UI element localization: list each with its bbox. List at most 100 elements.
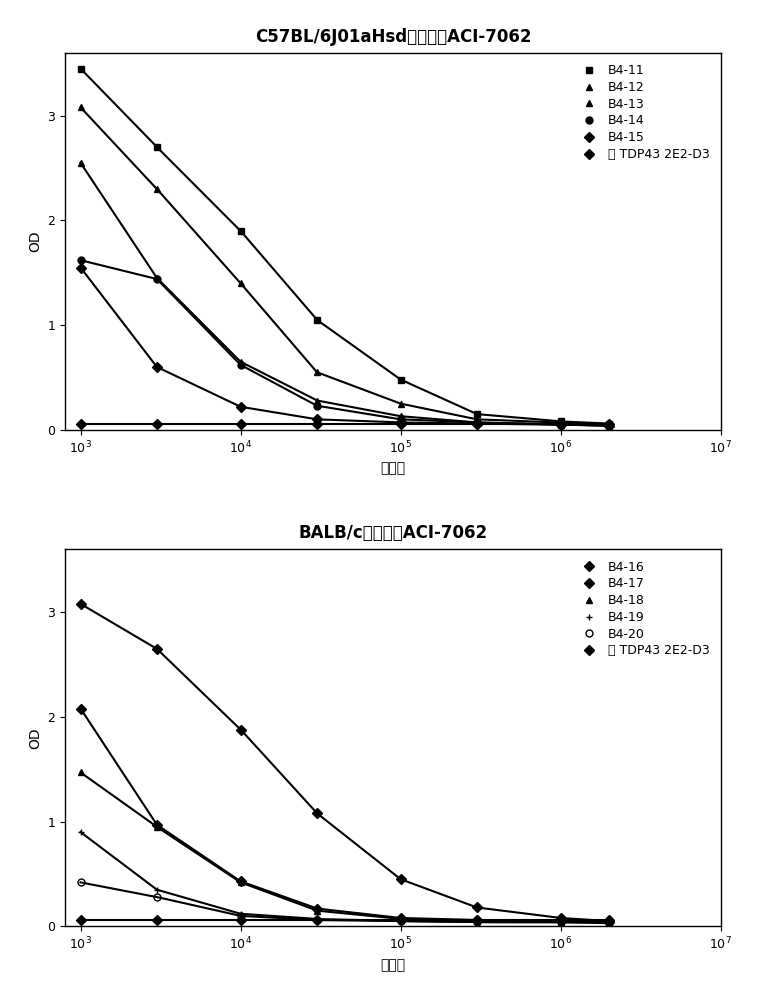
B4-11: [473, 408, 482, 420]
B4-15: [396, 416, 405, 428]
Line: B4-14: B4-14: [77, 257, 613, 429]
B4-15: [152, 361, 161, 373]
B4-20: [604, 917, 613, 929]
B4-12: [473, 413, 482, 425]
B4-12: [76, 101, 85, 113]
B4-11: [396, 374, 405, 386]
抗 TDP43 2E2-D3: [604, 418, 613, 430]
抗 TDP43 2E2-D3: [236, 914, 245, 926]
B4-14: [396, 413, 405, 425]
Legend: B4-11, B4-12, B4-13, B4-14, B4-15, 抗 TDP43 2E2-D3: B4-11, B4-12, B4-13, B4-14, B4-15, 抗 TDP…: [572, 59, 714, 166]
Y-axis label: OD: OD: [28, 231, 42, 252]
B4-18: [556, 916, 565, 928]
Legend: B4-16, B4-17, B4-18, B4-19, B4-20, 抗 TDP43 2E2-D3: B4-16, B4-17, B4-18, B4-19, B4-20, 抗 TDP…: [572, 556, 714, 662]
B4-17: [396, 912, 405, 924]
B4-12: [152, 183, 161, 195]
B4-18: [604, 916, 613, 928]
Line: B4-16: B4-16: [77, 600, 613, 925]
B4-13: [556, 419, 565, 431]
B4-14: [152, 273, 161, 285]
B4-18: [236, 876, 245, 888]
抗 TDP43 2E2-D3: [236, 418, 245, 430]
B4-19: [152, 884, 161, 896]
B4-11: [312, 314, 321, 326]
B4-17: [556, 915, 565, 927]
Line: B4-11: B4-11: [77, 65, 613, 427]
B4-12: [396, 398, 405, 410]
B4-19: [556, 916, 565, 928]
抗 TDP43 2E2-D3: [152, 914, 161, 926]
B4-19: [312, 913, 321, 925]
B4-16: [473, 901, 482, 913]
抗 TDP43 2E2-D3: [396, 914, 405, 926]
B4-14: [556, 419, 565, 431]
Title: C57BL/6J01aHsd小鼠中的ACI-7062: C57BL/6J01aHsd小鼠中的ACI-7062: [255, 28, 531, 46]
B4-16: [604, 915, 613, 927]
B4-15: [236, 401, 245, 413]
Title: BALB/c小鼠中的ACI-7062: BALB/c小鼠中的ACI-7062: [299, 524, 487, 542]
B4-14: [76, 254, 85, 266]
B4-17: [312, 903, 321, 915]
B4-13: [473, 416, 482, 428]
B4-11: [556, 415, 565, 427]
抗 TDP43 2E2-D3: [76, 418, 85, 430]
B4-17: [152, 819, 161, 831]
B4-11: [604, 418, 613, 430]
B4-13: [76, 157, 85, 169]
X-axis label: 稀释度: 稀释度: [380, 462, 406, 476]
抗 TDP43 2E2-D3: [396, 418, 405, 430]
B4-16: [556, 912, 565, 924]
B4-17: [604, 916, 613, 928]
B4-14: [312, 400, 321, 412]
抗 TDP43 2E2-D3: [473, 418, 482, 430]
B4-14: [604, 420, 613, 432]
B4-18: [473, 915, 482, 927]
Line: 抗 TDP43 2E2-D3: 抗 TDP43 2E2-D3: [77, 420, 613, 427]
Line: B4-19: B4-19: [77, 829, 613, 926]
B4-18: [396, 913, 405, 925]
B4-13: [236, 356, 245, 368]
B4-11: [152, 141, 161, 153]
B4-16: [312, 807, 321, 819]
B4-15: [473, 418, 482, 430]
Line: B4-18: B4-18: [77, 769, 613, 926]
B4-16: [76, 598, 85, 610]
Line: B4-13: B4-13: [77, 159, 613, 429]
B4-13: [604, 420, 613, 432]
抗 TDP43 2E2-D3: [312, 914, 321, 926]
B4-12: [556, 416, 565, 428]
B4-19: [76, 826, 85, 838]
B4-12: [604, 419, 613, 431]
B4-20: [396, 915, 405, 927]
B4-18: [312, 905, 321, 917]
B4-20: [312, 914, 321, 926]
Line: B4-15: B4-15: [77, 264, 613, 429]
B4-18: [152, 821, 161, 833]
B4-16: [152, 643, 161, 655]
B4-17: [473, 914, 482, 926]
抗 TDP43 2E2-D3: [473, 914, 482, 926]
B4-13: [312, 395, 321, 407]
B4-14: [236, 359, 245, 371]
B4-19: [236, 908, 245, 920]
B4-18: [76, 766, 85, 778]
B4-16: [396, 873, 405, 885]
B4-11: [236, 225, 245, 237]
B4-12: [236, 277, 245, 289]
B4-16: [236, 724, 245, 736]
B4-17: [236, 875, 245, 887]
抗 TDP43 2E2-D3: [556, 914, 565, 926]
B4-20: [473, 916, 482, 928]
B4-20: [556, 916, 565, 928]
B4-15: [76, 262, 85, 274]
B4-19: [604, 916, 613, 928]
抗 TDP43 2E2-D3: [152, 418, 161, 430]
Line: B4-12: B4-12: [77, 104, 613, 428]
B4-14: [473, 416, 482, 428]
B4-20: [152, 891, 161, 903]
X-axis label: 稀释度: 稀释度: [380, 958, 406, 972]
B4-15: [556, 419, 565, 431]
抗 TDP43 2E2-D3: [312, 418, 321, 430]
B4-11: [76, 63, 85, 75]
Line: 抗 TDP43 2E2-D3: 抗 TDP43 2E2-D3: [77, 917, 613, 924]
